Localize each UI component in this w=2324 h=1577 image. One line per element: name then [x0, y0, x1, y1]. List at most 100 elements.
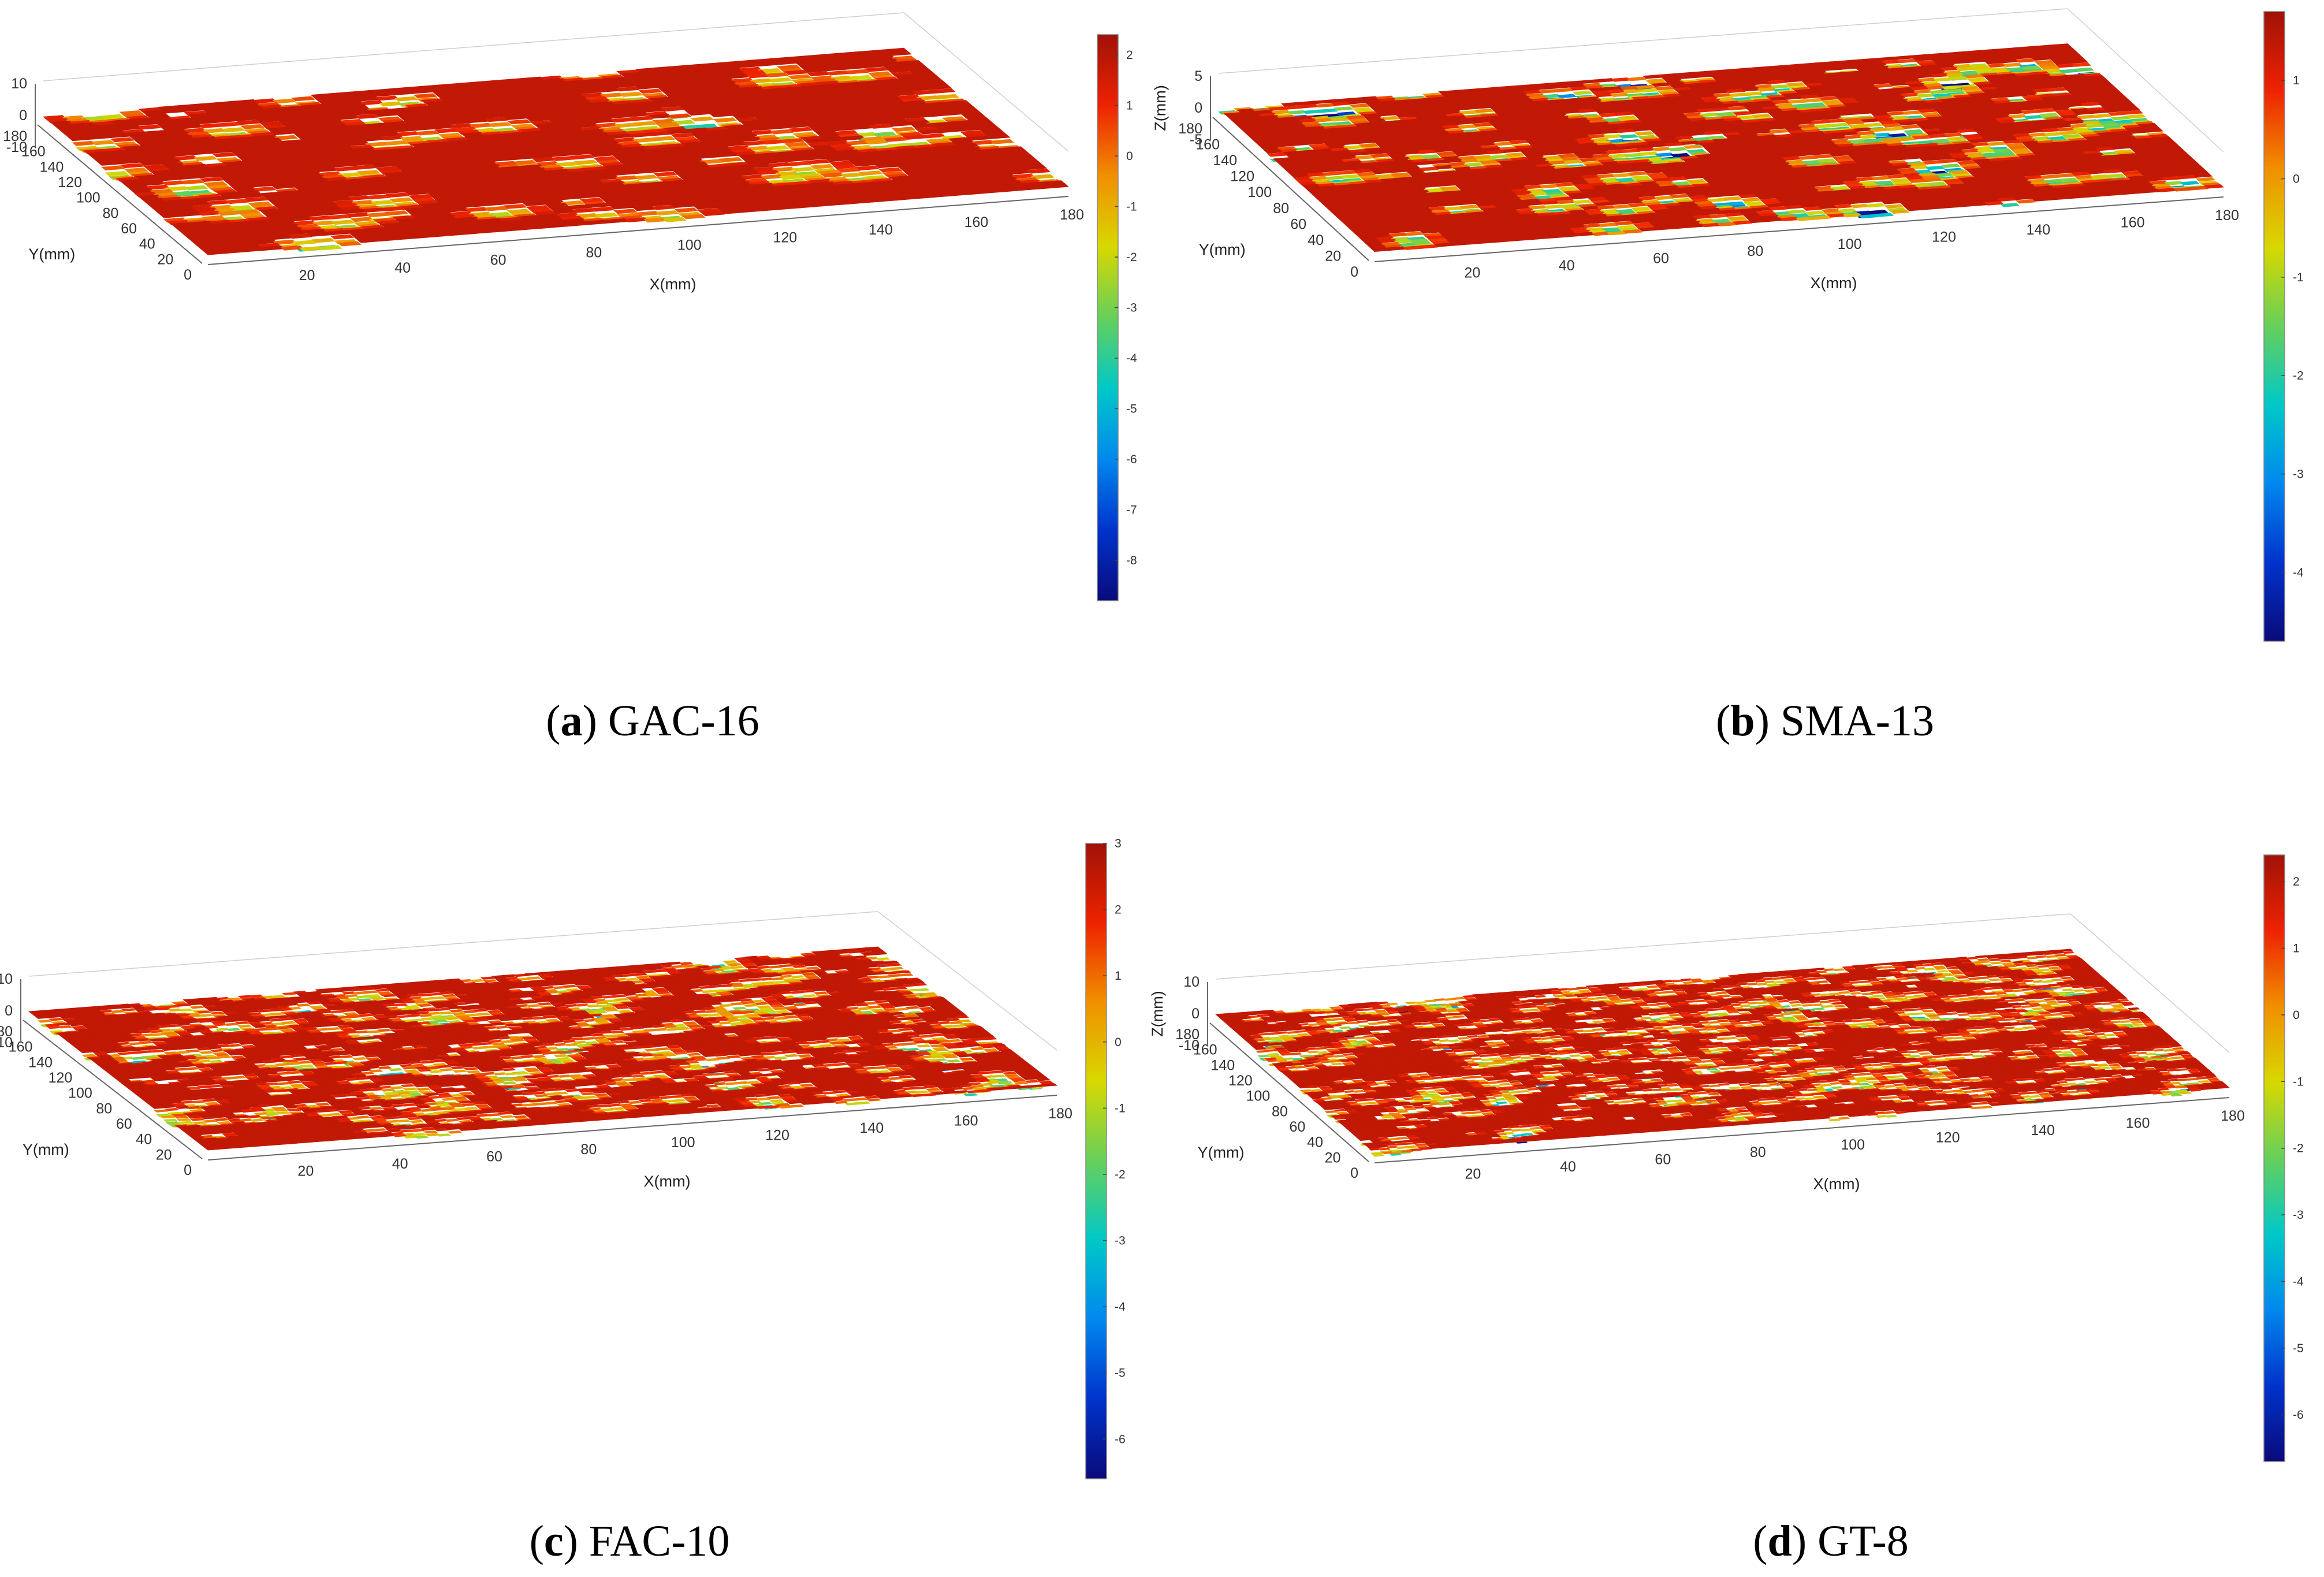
- x-tick-label-c: 140: [859, 1120, 884, 1136]
- y-tick-label-a: 40: [139, 236, 155, 252]
- colorbar-tick-label-a: -2: [1126, 251, 1137, 264]
- x-tick-label-a: 180: [1060, 207, 1084, 223]
- z-tick-label-a: -10: [6, 139, 27, 155]
- colorbar-tick-label-a: -8: [1126, 554, 1137, 567]
- y-tick-label-c: 100: [68, 1085, 92, 1102]
- y-tick-label-a: 100: [76, 190, 100, 206]
- caption-c-label: c: [543, 1517, 564, 1565]
- z-tick-label-c: -10: [0, 1035, 13, 1051]
- z-tick-label-a: 10: [11, 76, 27, 92]
- x-tick-label-a: 160: [964, 214, 989, 230]
- colorbar-a: 2 1 0 -1 -2 -3 -4 -5 -6 -7 -8: [1097, 34, 1137, 601]
- colorbar-tick-label-c: 1: [1115, 969, 1122, 983]
- plot-box-c: [28, 911, 1057, 1051]
- x-tick-label-b: 120: [1932, 229, 1956, 245]
- colorbar-tick-label-a: -7: [1126, 504, 1137, 517]
- x-tick-label-b: 20: [1464, 265, 1480, 281]
- x-tick-label-d: 160: [2126, 1115, 2150, 1132]
- x-tick-label-b: 100: [1838, 236, 1862, 252]
- colorbar-tick-label-a: -3: [1126, 302, 1137, 315]
- x-tick-label-b: 80: [1747, 243, 1763, 259]
- colorbar-tick-label-a: 2: [1126, 49, 1133, 62]
- z-axis-title-b: Z(mm): [1152, 85, 1169, 131]
- x-axis-title-c: X(mm): [644, 1173, 691, 1190]
- colorbar-tick-label-d: -2: [2293, 1142, 2304, 1155]
- y-tick-label-a: 80: [103, 205, 119, 221]
- x-tick-label-b: 40: [1559, 258, 1575, 274]
- x-axis-title-d: X(mm): [1813, 1176, 1860, 1193]
- colorbar-tick-label-d: -6: [2293, 1408, 2304, 1422]
- surface-plot-a: 20 40 60 80 100 120 140 160 18002040608010012014…: [3, 12, 1137, 601]
- x-tick-label-a: 60: [490, 252, 506, 269]
- y-tick-label-d: 140: [1211, 1057, 1235, 1073]
- y-tick-label-b: 160: [1195, 137, 1220, 153]
- x-tick-label-d: 140: [2031, 1122, 2055, 1139]
- colorbar-gradient-a: [1097, 34, 1119, 601]
- colorbar-tick-label-c: -4: [1115, 1300, 1126, 1314]
- y-tick-label-c: 120: [49, 1070, 73, 1086]
- colorbar-tick-label-a: -6: [1126, 453, 1137, 466]
- x-tick-label-d: 60: [1655, 1151, 1671, 1167]
- colorbar-tick-label-b: -1: [2293, 271, 2304, 284]
- x-axis-title-a: X(mm): [650, 276, 697, 293]
- x-tick-label-a: 40: [394, 260, 411, 276]
- y-tick-label-b: 120: [1230, 169, 1254, 185]
- y-tick-label-d: 20: [1325, 1150, 1341, 1166]
- colorbar-tick-label-d: 1: [2293, 942, 2300, 955]
- colorbar-d: 2 1 0 -1 -2 -3 -4 -5 -6: [2263, 854, 2304, 1462]
- z-tick-label-d: -10: [1179, 1037, 1200, 1054]
- caption-a: (a) GAC-16: [546, 697, 759, 745]
- y-tick-label-a: 120: [58, 174, 82, 191]
- y-tick-label-a: 0: [184, 267, 192, 283]
- colorbar-b: 1 0 -1 -2 -3 -4: [2263, 11, 2304, 642]
- x-tick-label-a: 120: [773, 229, 797, 246]
- colorbar-tick-label-d: 2: [2293, 875, 2300, 888]
- plot-box-d: [1215, 913, 2230, 1053]
- colorbar-tick-label-c: 2: [1115, 903, 1122, 917]
- caption-b-title: SMA-13: [1780, 697, 1934, 745]
- y-axis-line-a: [37, 124, 203, 264]
- y-tick-label-b: 20: [1325, 248, 1341, 264]
- y-tick-label-d: 40: [1307, 1135, 1323, 1151]
- y-tick-label-c: 180: [0, 1024, 13, 1040]
- y-tick-label-b: 140: [1213, 153, 1237, 169]
- colorbar-tick-label-b: -4: [2293, 566, 2304, 579]
- surface-mesh-d: [1215, 949, 2230, 1157]
- y-axis-title-b: Y(mm): [1199, 241, 1246, 258]
- surface-mesh-a: [42, 47, 1069, 255]
- y-axis-line-b: [1212, 117, 1369, 261]
- colorbar-tick-label-c: -5: [1115, 1367, 1126, 1380]
- y-tick-label-d: 60: [1290, 1119, 1306, 1135]
- caption-c: (c) FAC-10: [529, 1517, 730, 1565]
- x-tick-label-c: 100: [671, 1135, 695, 1151]
- colorbar-tick-label-c: 3: [1115, 837, 1122, 850]
- x-tick-label-c: 120: [765, 1127, 789, 1143]
- colorbar-tick-label-b: 1: [2293, 74, 2300, 87]
- colorbar-tick-label-c: 0: [1115, 1036, 1122, 1049]
- colorbar-tick-label-a: -1: [1126, 200, 1137, 214]
- colorbar-tick-label-d: 0: [2293, 1009, 2300, 1022]
- caption-d: (d) GT-8: [1753, 1517, 1909, 1565]
- x-tick-label-d: 40: [1560, 1159, 1576, 1175]
- colorbar-tick-label-d: -3: [2293, 1208, 2304, 1222]
- y-tick-label-b: 0: [1350, 264, 1358, 280]
- z-tick-label-d: 0: [1191, 1006, 1200, 1022]
- x-tick-label-b: 140: [2026, 222, 2050, 238]
- z-tick-label-c: 10: [0, 971, 13, 987]
- surface-plot-c: 20 40 60 80 100 120 140 160 18002040608010012014…: [0, 837, 1126, 1479]
- surface-mesh-b: [1218, 43, 2224, 252]
- x-tick-label-b: 180: [2215, 207, 2239, 224]
- x-tick-label-c: 40: [392, 1156, 408, 1172]
- axes-d: 20 40 60 80 100 120 140 160 18002040608010012014…: [1149, 974, 2245, 1193]
- x-tick-label-d: 180: [2221, 1108, 2245, 1124]
- axes-b: 20 40 60 80 100 120 140 160 18002040608010012014…: [1152, 68, 2239, 292]
- caption-b: (b) SMA-13: [1716, 697, 1934, 745]
- y-tick-label-b: 100: [1247, 184, 1272, 200]
- x-axis-line-c: [207, 1095, 1057, 1161]
- colorbar-tick-label-c: -2: [1115, 1168, 1126, 1181]
- caption-d-label: d: [1767, 1517, 1792, 1565]
- z-tick-label-b: 5: [1194, 68, 1202, 84]
- y-tick-label-d: 100: [1246, 1088, 1271, 1104]
- x-tick-label-b: 60: [1653, 251, 1669, 267]
